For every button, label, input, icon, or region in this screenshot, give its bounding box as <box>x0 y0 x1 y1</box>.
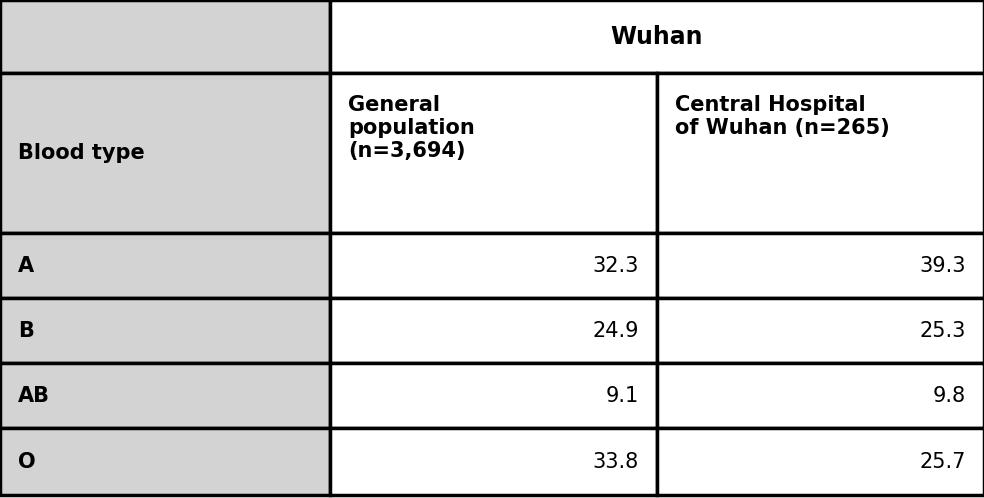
Bar <box>330 73 657 233</box>
Text: 25.3: 25.3 <box>920 321 966 341</box>
Bar <box>330 363 657 428</box>
Bar <box>657 363 984 428</box>
Text: 39.3: 39.3 <box>919 255 966 275</box>
Text: A: A <box>18 255 34 275</box>
Bar <box>0 298 330 363</box>
Text: Blood type: Blood type <box>18 143 145 163</box>
Bar <box>657 298 984 363</box>
Bar <box>657 233 984 298</box>
Text: AB: AB <box>18 385 50 405</box>
Text: 9.1: 9.1 <box>606 385 639 405</box>
Text: 25.7: 25.7 <box>920 452 966 472</box>
Bar <box>657 73 984 233</box>
Bar <box>657 428 984 495</box>
Bar <box>330 0 984 73</box>
Text: 9.8: 9.8 <box>933 385 966 405</box>
Bar <box>330 233 657 298</box>
Text: O: O <box>18 452 35 472</box>
Text: 33.8: 33.8 <box>592 452 639 472</box>
Text: 32.3: 32.3 <box>592 255 639 275</box>
Text: B: B <box>18 321 33 341</box>
Bar <box>0 233 330 298</box>
Bar <box>0 363 330 428</box>
Text: 24.9: 24.9 <box>592 321 639 341</box>
Bar <box>330 428 657 495</box>
Bar <box>0 428 330 495</box>
Bar <box>0 73 330 233</box>
Bar <box>330 298 657 363</box>
Text: Wuhan: Wuhan <box>611 24 704 48</box>
Text: General
population
(n=3,694): General population (n=3,694) <box>348 95 474 161</box>
Text: Central Hospital
of Wuhan (n=265): Central Hospital of Wuhan (n=265) <box>675 95 890 138</box>
Bar <box>0 0 330 73</box>
